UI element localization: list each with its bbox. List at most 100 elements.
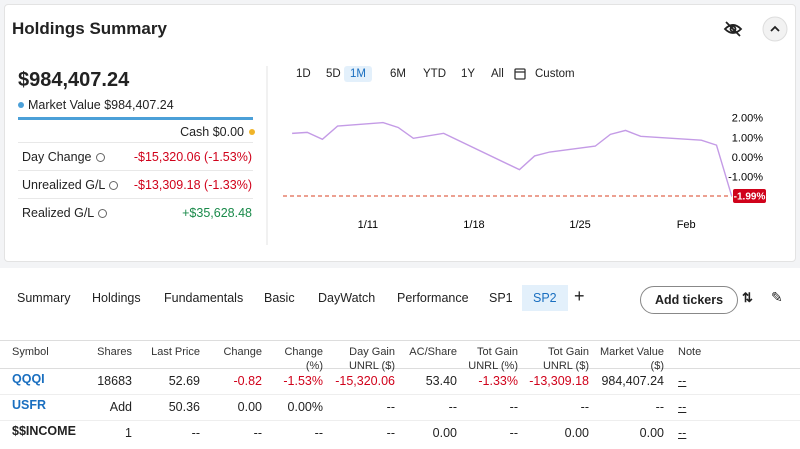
summary-label: Unrealized G/L <box>22 178 106 192</box>
divider <box>0 340 800 341</box>
cell: 1 <box>125 426 132 440</box>
tab[interactable]: Basic <box>264 291 295 305</box>
cell: -- <box>448 400 457 414</box>
column-header: Change (%) <box>284 346 323 372</box>
range-button[interactable]: 6M <box>390 68 406 80</box>
summary-value: -$13,309.18 (-1.33%) <box>133 178 252 192</box>
cell: -1.53% <box>283 374 323 388</box>
cell[interactable]: -- <box>678 400 687 414</box>
column-header: Note <box>678 346 702 358</box>
divider <box>18 198 253 199</box>
sort-icon[interactable]: ⇅ <box>742 290 753 305</box>
cell: -0.82 <box>233 374 263 388</box>
range-button[interactable]: 1M <box>344 66 372 82</box>
collapse-button[interactable] <box>762 16 788 42</box>
tab[interactable]: DayWatch <box>318 291 376 305</box>
cell: 984,407.24 <box>601 374 664 388</box>
hide-icon[interactable] <box>723 21 743 37</box>
edit-icon[interactable]: ✎ <box>771 289 783 305</box>
add-tickers[interactable]: Add tickers <box>640 286 739 314</box>
cell: -- <box>580 400 589 414</box>
cell[interactable]: -- <box>678 426 687 440</box>
add-tab[interactable]: + <box>574 286 585 306</box>
cell: 52.69 <box>168 374 200 388</box>
range-button[interactable]: 5D <box>326 68 341 80</box>
symbol[interactable]: $$INCOME <box>12 424 76 438</box>
bar <box>18 117 253 120</box>
column-header: Market Value ($) <box>600 346 664 372</box>
marker <box>18 102 24 108</box>
cell: 0.00 <box>237 400 262 414</box>
summary-label: Day Change <box>22 150 92 164</box>
total-value: $984,407.24 <box>18 69 130 91</box>
column-header: Symbol <box>12 346 49 358</box>
divider <box>0 368 800 369</box>
cell: 0.00 <box>639 426 664 440</box>
column-header: Last Price <box>151 346 200 358</box>
info-icon <box>98 209 107 218</box>
tab[interactable]: Fundamentals <box>164 291 244 305</box>
cell: -1.33% <box>478 374 518 388</box>
cell: Add <box>109 400 132 414</box>
value-badge <box>733 188 766 203</box>
title: Holdings Summary <box>12 19 167 38</box>
tab[interactable]: SP2 <box>522 285 568 311</box>
range-button[interactable]: Custom <box>535 68 575 80</box>
cell: 0.00 <box>432 426 457 440</box>
cell: -- <box>655 400 664 414</box>
cell: -- <box>386 426 395 440</box>
summary-value: -$15,320.06 (-1.53%) <box>133 150 252 164</box>
calendar-icon <box>514 68 526 80</box>
tab[interactable]: Summary <box>17 291 71 305</box>
y-tick-label: 0.00% <box>732 152 763 164</box>
cell: -- <box>314 426 323 440</box>
divider <box>0 394 800 395</box>
tab[interactable]: Performance <box>397 291 469 305</box>
cell: 0.00% <box>287 400 323 414</box>
divider <box>18 142 253 143</box>
cell: -- <box>386 400 395 414</box>
cell: -15,320.06 <box>335 374 395 388</box>
y-tick-label: -1.00% <box>728 172 763 184</box>
summary-value: +$35,628.48 <box>182 206 252 220</box>
symbol[interactable]: QQQI <box>12 372 45 386</box>
x-tick-label: Feb <box>677 219 696 231</box>
column-header: Tot Gain UNRL ($) <box>542 346 589 372</box>
cell: -- <box>509 426 518 440</box>
cell: -13,309.18 <box>529 374 589 388</box>
cell: 18683 <box>97 374 132 388</box>
range-button[interactable]: YTD <box>423 68 446 80</box>
cell: 50.36 <box>168 400 200 414</box>
y-tick-label: 1.00% <box>732 132 763 144</box>
summary-card <box>4 4 796 262</box>
x-tick-label: 1/25 <box>569 219 590 231</box>
tab[interactable]: Holdings <box>92 291 141 305</box>
holdings-panel <box>0 268 800 449</box>
cash: Cash $0.00 <box>180 125 244 139</box>
column-header: Tot Gain UNRL (%) <box>468 346 518 372</box>
chart: 2.00% 1.00% 0.00% -1.00% 1/11 1/18 1/25 Feb -1.9… <box>266 16 788 245</box>
market-value: Market Value $984,407.24 <box>28 98 174 112</box>
cell: 0.00 <box>564 426 589 440</box>
line <box>292 121 733 197</box>
marker <box>249 129 255 135</box>
x-tick-label: 1/18 <box>463 219 484 231</box>
tab[interactable]: SP1 <box>489 291 513 305</box>
column-header: Shares <box>97 346 132 358</box>
divider <box>0 420 800 421</box>
cell: -- <box>191 426 200 440</box>
info-icon <box>109 181 118 190</box>
range-button[interactable]: 1Y <box>461 68 476 80</box>
column-header: AC/Share <box>409 346 457 358</box>
x-tick-label: 1/11 <box>358 219 379 231</box>
range-button[interactable]: All <box>491 68 504 80</box>
info-icon <box>96 153 105 162</box>
cell[interactable]: -- <box>678 374 687 388</box>
symbol[interactable]: USFR <box>12 398 47 412</box>
cell: -- <box>509 400 518 414</box>
cell: 53.40 <box>425 374 457 388</box>
column-header: Day Gain UNRL ($) <box>348 346 395 372</box>
range-button[interactable]: 1D <box>296 68 311 80</box>
summary-label: Realized G/L <box>22 206 95 220</box>
